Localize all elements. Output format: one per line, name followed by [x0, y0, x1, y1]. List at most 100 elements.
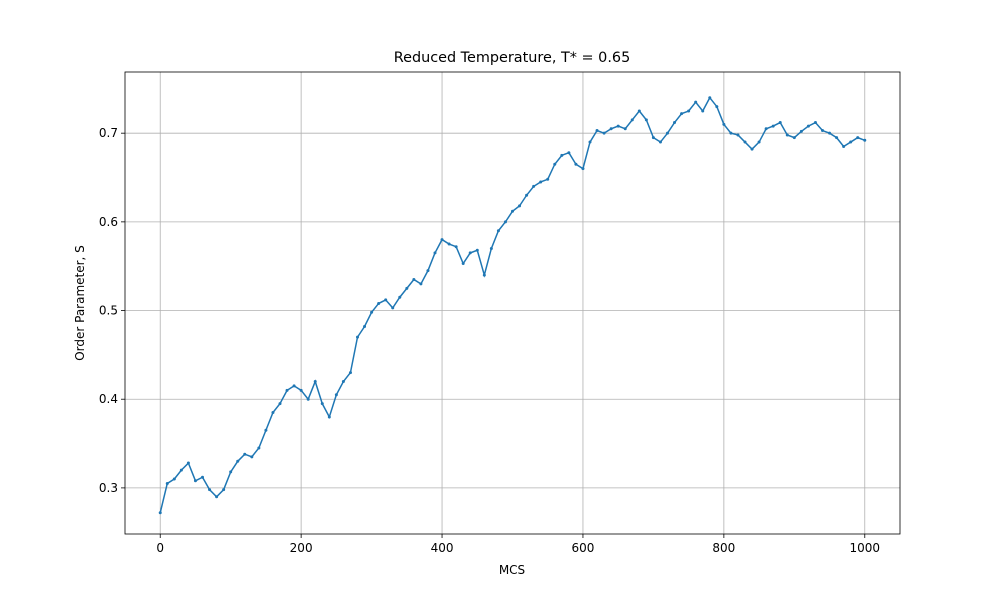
x-tick-label: 800 — [712, 541, 735, 555]
data-point — [764, 127, 768, 131]
data-point — [842, 144, 846, 148]
data-point — [743, 140, 747, 144]
data-point — [771, 124, 775, 128]
data-point — [468, 251, 472, 255]
data-point — [616, 124, 620, 128]
data-point — [658, 140, 662, 144]
data-point — [222, 488, 226, 492]
data-point — [278, 402, 282, 406]
data-point — [785, 133, 789, 137]
data-point — [454, 245, 458, 249]
data-point — [651, 136, 655, 140]
data-point — [440, 238, 444, 242]
data-point — [489, 246, 493, 250]
data-point — [708, 96, 712, 100]
y-tick-label: 0.5 — [99, 304, 118, 318]
data-point — [461, 262, 465, 266]
data-point — [574, 162, 578, 166]
data-point — [179, 468, 183, 472]
x-tick-label: 400 — [431, 541, 454, 555]
data-point — [673, 121, 677, 125]
data-point — [778, 121, 782, 125]
data-point — [208, 488, 212, 492]
data-point — [602, 131, 606, 135]
data-point — [553, 162, 557, 166]
data-point — [243, 452, 247, 456]
data-point — [172, 477, 176, 481]
data-point — [433, 251, 437, 255]
x-tick-label: 0 — [156, 541, 164, 555]
data-point — [736, 133, 740, 137]
data-point — [637, 109, 641, 113]
data-point — [821, 129, 824, 133]
data-point — [757, 140, 761, 144]
data-point — [313, 379, 317, 383]
data-point — [447, 242, 451, 246]
data-point — [348, 371, 352, 375]
data-point — [567, 151, 571, 155]
data-point — [687, 109, 691, 113]
data-point — [863, 138, 867, 142]
data-point — [229, 470, 233, 474]
y-axis-label: Order Parameter, S — [73, 245, 87, 361]
data-point — [384, 298, 388, 302]
data-point — [405, 286, 409, 290]
data-point — [849, 140, 853, 144]
data-point — [215, 495, 219, 499]
data-point — [532, 184, 536, 188]
data-point — [327, 415, 331, 419]
data-point — [680, 112, 684, 116]
x-axis-label: MCS — [499, 563, 525, 577]
data-point — [503, 220, 507, 224]
data-point — [813, 121, 817, 125]
x-tick-label: 200 — [290, 541, 313, 555]
data-point — [165, 481, 169, 485]
data-point — [398, 295, 402, 299]
x-tick-label: 600 — [572, 541, 595, 555]
data-point — [341, 379, 345, 383]
data-point — [299, 388, 303, 392]
data-point — [391, 306, 395, 310]
data-point — [581, 167, 585, 171]
data-point — [750, 147, 754, 151]
data-point — [292, 384, 296, 388]
data-point — [419, 282, 423, 286]
data-point — [320, 402, 324, 406]
chart-title: Reduced Temperature, T* = 0.65 — [394, 50, 630, 66]
data-point — [201, 475, 204, 479]
data-point — [257, 446, 261, 450]
y-tick-label: 0.4 — [99, 392, 118, 406]
data-point — [306, 397, 310, 401]
data-point — [644, 118, 648, 122]
data-point — [630, 118, 634, 122]
data-point — [271, 411, 275, 415]
y-tick-label: 0.6 — [99, 215, 118, 229]
data-point — [792, 136, 796, 140]
data-point — [799, 129, 803, 133]
data-point — [377, 301, 381, 305]
data-point — [264, 428, 268, 432]
data-point — [356, 335, 359, 339]
data-point — [334, 393, 338, 397]
plot-frame — [124, 71, 901, 535]
data-point — [285, 388, 289, 392]
data-point — [806, 124, 810, 128]
data-point — [546, 177, 550, 181]
data-point — [595, 129, 599, 133]
y-tick-label: 0.3 — [99, 481, 118, 495]
data-point — [186, 461, 190, 465]
data-point — [525, 193, 529, 197]
data-point — [588, 140, 592, 144]
data-point — [518, 204, 522, 208]
data-point — [412, 278, 416, 282]
y-tick-label: 0.7 — [99, 126, 118, 140]
data-point — [496, 229, 500, 233]
data-point — [426, 269, 430, 273]
data-point — [158, 511, 162, 515]
data-point — [666, 131, 669, 135]
data-point — [835, 136, 839, 140]
data-point — [236, 459, 240, 463]
data-point — [609, 127, 613, 131]
data-point — [856, 136, 860, 140]
